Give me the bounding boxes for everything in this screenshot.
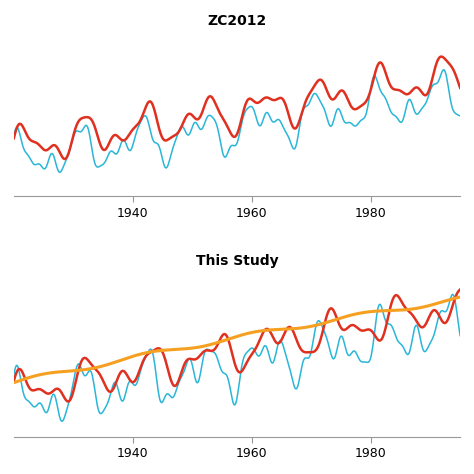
Title: ZC2012: ZC2012 [207,14,266,28]
Title: This Study: This Study [196,255,278,268]
